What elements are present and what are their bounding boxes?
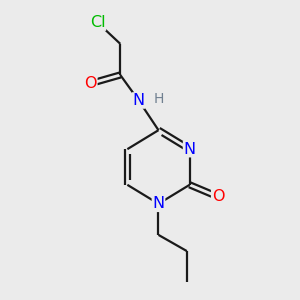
Text: N: N — [152, 196, 165, 211]
Text: N: N — [133, 93, 145, 108]
Text: N: N — [184, 142, 196, 157]
Text: Cl: Cl — [90, 15, 105, 30]
Text: O: O — [212, 189, 224, 204]
Text: H: H — [153, 92, 164, 106]
Text: O: O — [84, 76, 97, 91]
